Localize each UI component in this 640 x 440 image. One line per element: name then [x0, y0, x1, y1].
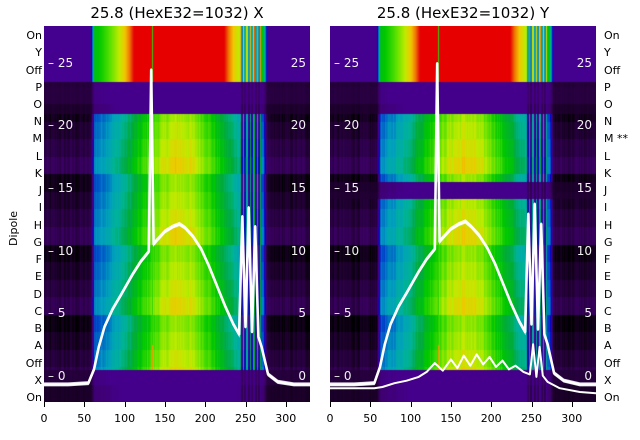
dipole-label: Off — [25, 63, 42, 77]
dipole-label: D — [33, 287, 42, 301]
x-tick-label: 250 — [521, 412, 542, 425]
x-tick-mark — [84, 402, 86, 407]
x-tick-label: 0 — [326, 412, 334, 425]
x-tick-label: 50 — [363, 412, 378, 425]
x-tick-mark — [124, 402, 126, 407]
y-axis-label: Dipole — [7, 210, 21, 247]
dipole-label: C — [604, 304, 612, 318]
dipole-label: N — [33, 115, 42, 129]
x-axis-right: 0 50 100 150 200 250 300 — [326, 402, 596, 436]
dipole-label: H — [604, 218, 613, 232]
dipole-label: A — [34, 339, 42, 353]
dipole-label: F — [604, 253, 611, 267]
dipole-label: C — [34, 304, 42, 318]
dipole-label: K — [34, 166, 42, 180]
dipole-label: G — [33, 235, 42, 249]
dipole-label: N — [604, 115, 613, 129]
dipole-label: J — [38, 184, 42, 198]
dipole-label: E — [604, 270, 611, 284]
dipole-label: L — [35, 149, 42, 163]
x-tick-mark — [491, 402, 493, 407]
dipole-label: B — [34, 322, 42, 335]
dipole-label: B — [604, 322, 612, 335]
x-tick-mark — [410, 402, 412, 407]
dipole-label: On — [604, 29, 620, 42]
heatmap-image-y — [330, 26, 596, 402]
dipole-label: Y — [35, 46, 42, 60]
dipole-label: O — [33, 98, 42, 111]
x-tick-label: 50 — [77, 412, 92, 425]
x-tick-label: 300 — [561, 412, 583, 425]
dipole-label: J — [604, 184, 608, 198]
dipole-label: I — [38, 201, 42, 215]
dipole-label: P — [604, 80, 611, 94]
dipole-label: L — [604, 149, 611, 163]
dipole-axis-left: Dipole On Y Off P O N M L K J I H G F E D C B A Off X On — [7, 26, 43, 404]
x-tick-label: 250 — [235, 412, 256, 425]
panel-title-y: 25.8 (HexE32=1032) Y — [376, 4, 550, 22]
x-tick-mark — [205, 402, 207, 407]
dipole-label: M ** — [604, 132, 628, 146]
x-tick-mark — [44, 402, 45, 407]
dipole-label: E — [35, 270, 42, 284]
dipole-label: On — [26, 29, 42, 42]
x-tick-mark — [245, 402, 247, 407]
dipole-label: I — [604, 201, 608, 215]
dipole-label: F — [35, 253, 42, 267]
x-tick-mark — [571, 402, 573, 407]
panel-title-x: 25.8 (HexE32=1032) X — [90, 4, 264, 22]
dipole-label: X — [34, 373, 42, 387]
dipole-axis-right: On Y Off P O N M ** L K J I H G F E D C B A Off X On — [604, 26, 634, 404]
dipole-label: H — [33, 218, 42, 232]
heatmap-image-x — [44, 26, 310, 402]
dipole-label: M — [32, 132, 43, 146]
x-tick-mark — [450, 402, 452, 407]
x-tick-label: 200 — [194, 412, 216, 425]
x-tick-label: 100 — [400, 412, 422, 425]
x-axis-left: 0 50 100 150 200 250 300 — [40, 402, 310, 436]
dipole-label: A — [604, 339, 612, 353]
dipole-label: Off — [604, 356, 621, 370]
x-tick-label: 150 — [154, 412, 176, 425]
dipole-label: Y — [604, 46, 611, 60]
dipole-label: P — [35, 80, 42, 94]
dipole-label: On — [604, 391, 620, 404]
dipole-label: O — [604, 98, 613, 111]
x-tick-mark — [330, 402, 331, 407]
dipole-label: Off — [25, 356, 42, 370]
x-tick-label: 200 — [480, 412, 502, 425]
overlay-curve-x — [44, 68, 310, 387]
dipole-label: G — [604, 235, 613, 249]
x-tick-label: 300 — [275, 412, 297, 425]
dipole-label: K — [604, 166, 612, 180]
x-tick-mark — [370, 402, 372, 407]
x-tick-label: 0 — [40, 412, 48, 425]
dipole-label: On — [26, 391, 42, 404]
dipole-label: X — [604, 373, 612, 387]
overlay-curve-y — [330, 62, 596, 395]
dipole-label: D — [604, 287, 613, 301]
x-tick-mark — [531, 402, 533, 407]
x-tick-mark — [164, 402, 166, 407]
x-tick-label: 150 — [440, 412, 462, 425]
dipole-label: Off — [604, 63, 621, 77]
x-tick-label: 100 — [114, 412, 136, 425]
x-tick-mark — [285, 402, 287, 407]
